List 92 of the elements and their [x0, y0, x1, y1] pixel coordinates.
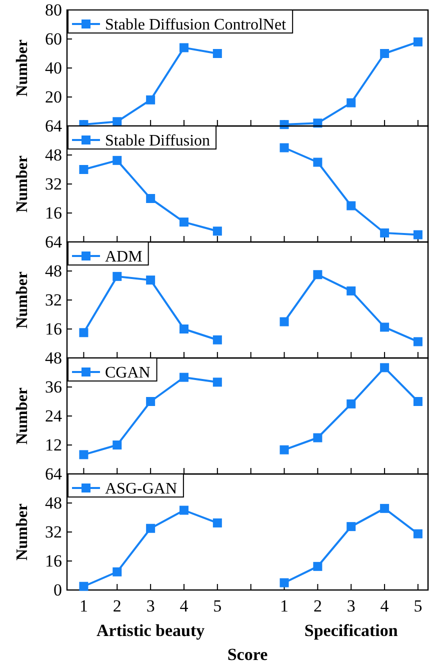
point: [146, 95, 156, 104]
y-tick-label: 48: [45, 348, 62, 368]
point: [313, 118, 322, 128]
point: [380, 49, 390, 58]
point: [179, 506, 188, 515]
x-tick-label: 3: [146, 596, 155, 616]
y-tick-label: 48: [45, 261, 62, 280]
point: [79, 328, 88, 338]
x-tick-label: 2: [112, 596, 122, 616]
legend-label: ADM: [105, 248, 142, 266]
y-tick-label: 16: [45, 203, 62, 222]
legend-label: CGAN: [105, 364, 151, 382]
point: [112, 440, 122, 450]
point: [212, 518, 222, 528]
point: [280, 143, 289, 152]
point: [313, 158, 322, 167]
y-tick-label: 20: [45, 87, 62, 106]
y-axis-title: Number: [14, 156, 31, 212]
point: [212, 226, 222, 236]
y-tick-label: 64: [45, 464, 62, 484]
point: [380, 322, 390, 332]
point: [346, 399, 356, 408]
y-axis-title: Number: [14, 40, 31, 96]
point: [179, 372, 188, 382]
y-axis-title: Number: [14, 388, 31, 444]
legend-label: Stable Diffusion: [105, 132, 210, 150]
y-tick-label: 24: [45, 406, 62, 426]
point: [146, 397, 156, 406]
y-tick-label: 32: [45, 174, 62, 194]
point: [346, 98, 356, 108]
point: [346, 286, 356, 296]
text: Specification: [304, 621, 398, 640]
y-axis-title: Number: [14, 272, 31, 328]
point: [212, 49, 222, 58]
x-tick-label: 5: [213, 596, 222, 616]
point: [79, 450, 88, 460]
point: [346, 522, 356, 532]
y-tick-label: 48: [45, 493, 62, 512]
point: [179, 43, 188, 52]
point: [313, 433, 322, 442]
point: [112, 272, 122, 281]
legend-label: Stable Diffusion ControlNet: [105, 16, 287, 34]
point: [380, 504, 390, 513]
y-tick-label: 80: [45, 0, 62, 20]
point: [413, 230, 422, 240]
y-tick-label: 64: [45, 232, 62, 252]
point: [346, 201, 356, 210]
point: [146, 524, 156, 533]
y-tick-label: 16: [45, 551, 62, 570]
point: [179, 218, 188, 227]
x-tick-label: 3: [346, 596, 356, 616]
x-tick-label: 5: [414, 596, 422, 616]
y-tick-label: 64: [45, 116, 62, 136]
point: [79, 165, 88, 174]
x-tick-label: 2: [313, 596, 322, 616]
y-tick-label: 40: [45, 58, 62, 78]
x-tick-label: 1: [79, 596, 88, 616]
y-tick-label: 16: [45, 319, 62, 338]
legend-label: ASG-GAN: [105, 480, 178, 498]
point: [280, 445, 289, 454]
point: [313, 562, 322, 571]
point: [413, 37, 422, 46]
y-axis-title: Number: [14, 504, 31, 560]
point: [413, 337, 422, 346]
x-tick-label: 4: [380, 596, 390, 616]
point: [112, 156, 122, 165]
y-tick-label: 0: [54, 580, 62, 600]
point: [112, 567, 122, 576]
point: [413, 397, 422, 406]
point: [280, 317, 289, 326]
point: [212, 335, 222, 344]
point: [212, 378, 222, 387]
x-axis-title: Score: [227, 645, 268, 663]
y-tick-label: 32: [45, 290, 62, 310]
point: [380, 363, 390, 372]
y-tick-label: 48: [45, 145, 62, 164]
x-tick-label: 1: [280, 596, 289, 616]
point: [280, 578, 289, 588]
point: [179, 324, 188, 334]
y-tick-label: 60: [45, 29, 62, 48]
point: [146, 276, 156, 285]
point: [79, 582, 88, 591]
y-tick-label: 36: [45, 377, 62, 396]
y-tick-label: 32: [45, 522, 62, 542]
point: [413, 529, 422, 538]
point: [112, 117, 122, 126]
text: Artistic beauty: [96, 621, 206, 640]
y-tick-label: 12: [45, 435, 62, 454]
point: [313, 270, 322, 280]
point: [146, 194, 156, 203]
point: [380, 228, 390, 238]
x-tick-label: 4: [180, 596, 189, 616]
